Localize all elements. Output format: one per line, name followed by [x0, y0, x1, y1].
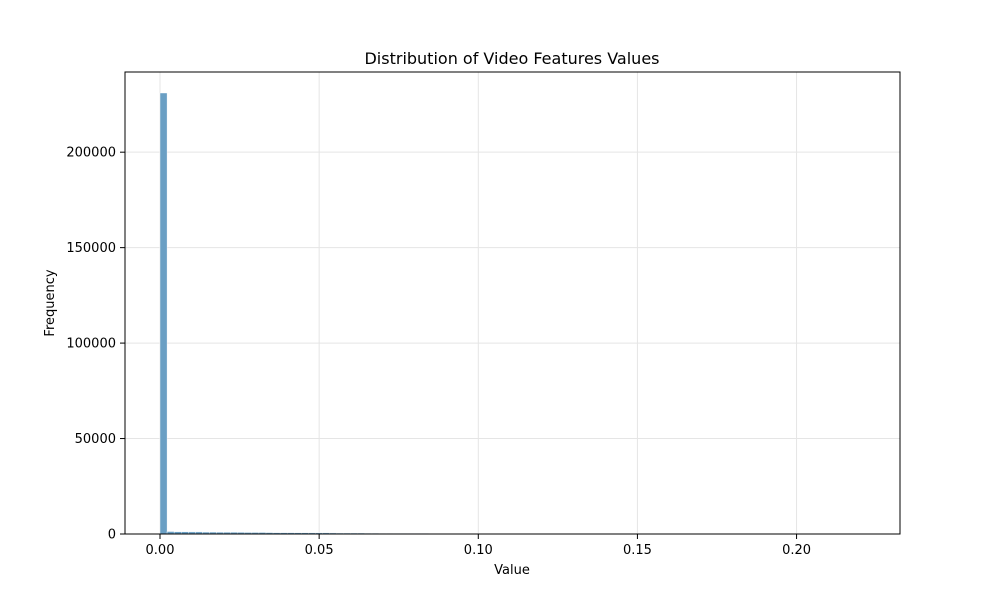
x-tick-label: 0.00	[146, 543, 175, 558]
histogram-bar	[159, 92, 168, 535]
x-tick-label: 0.05	[305, 543, 334, 558]
plot-frame	[124, 71, 901, 535]
y-tick-label: 200000	[66, 146, 116, 161]
y-tick-label: 150000	[66, 241, 116, 256]
y-tick-label: 100000	[66, 337, 116, 352]
x-tick-label: 0.20	[782, 543, 811, 558]
y-axis-ticks: 0 50000 100000 150000 200000	[66, 146, 125, 543]
y-axis-label: Frequency	[43, 269, 58, 336]
bars	[159, 92, 867, 535]
chart-title: Distribution of Video Features Values	[364, 49, 659, 68]
x-tick-label: 0.10	[464, 543, 493, 558]
y-tick-label: 50000	[75, 432, 116, 447]
x-axis-ticks: 0.00 0.05 0.10 0.15 0.20	[146, 534, 811, 558]
y-tick-label: 0	[108, 528, 116, 543]
grid	[125, 72, 900, 535]
x-axis-label: Value	[494, 563, 530, 578]
x-tick-label: 0.15	[623, 543, 652, 558]
